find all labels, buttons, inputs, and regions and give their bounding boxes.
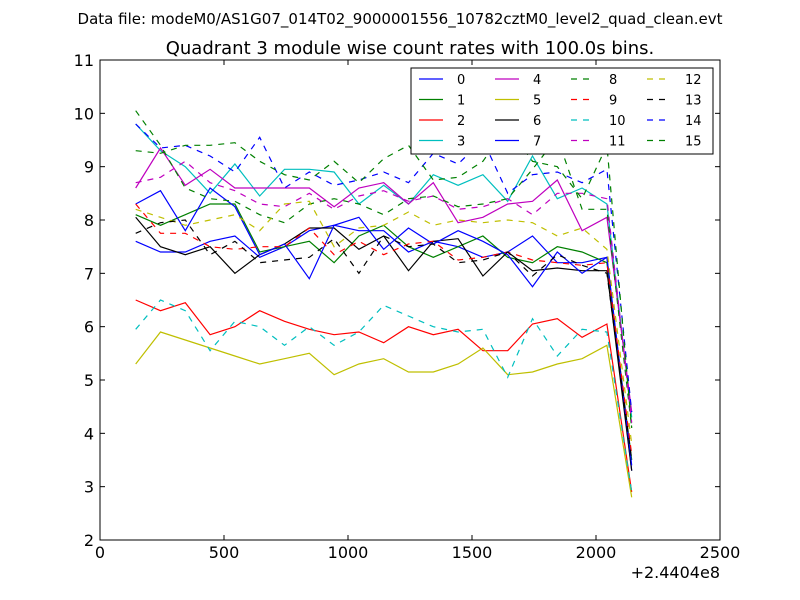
chart-title: Quadrant 3 module wise count rates with …	[166, 38, 655, 59]
legend-label-6: 6	[533, 114, 541, 129]
plot-lines	[135, 110, 633, 498]
series-line-4	[135, 146, 633, 413]
series-line-6	[135, 216, 633, 471]
x-offset-label: +2.4404e8	[631, 563, 720, 582]
y-tick-label: 2	[84, 531, 94, 550]
legend-label-12: 12	[685, 73, 702, 88]
series-line-15	[135, 125, 633, 429]
y-tick-label: 11	[74, 51, 94, 70]
y-tick-label: 5	[84, 371, 94, 390]
series-line-11	[135, 160, 633, 423]
series-line-2	[135, 299, 633, 493]
x-tick-label: 500	[209, 543, 240, 562]
chart-suptitle: Data file: modeM0/AS1G07_014T02_90000015…	[78, 10, 723, 29]
series-line-14	[135, 123, 633, 413]
legend-label-0: 0	[457, 73, 465, 88]
y-tick-label: 9	[84, 158, 94, 177]
legend-label-1: 1	[457, 94, 465, 109]
y-tick-label: 6	[84, 318, 94, 337]
series-line-12	[135, 200, 633, 445]
y-tick-label: 10	[74, 104, 94, 123]
y-tick-label: 7	[84, 264, 94, 283]
legend-label-5: 5	[533, 94, 541, 109]
series-line-0	[135, 224, 633, 471]
legend-label-11: 11	[609, 135, 626, 150]
x-tick-label: 2500	[700, 543, 741, 562]
series-line-8	[135, 110, 633, 429]
y-tick-label: 8	[84, 211, 94, 230]
legend-label-13: 13	[685, 94, 702, 109]
legend-box	[410, 67, 714, 155]
legend-label-9: 9	[609, 94, 617, 109]
series-line-10	[135, 299, 633, 493]
series-line-1	[135, 203, 633, 461]
x-tick-label: 1000	[328, 543, 369, 562]
legend-label-7: 7	[533, 135, 541, 150]
plot-frame	[99, 59, 721, 541]
legend-label-14: 14	[685, 114, 702, 129]
legend-label-3: 3	[457, 135, 465, 150]
legend-label-15: 15	[685, 135, 702, 150]
series-line-5	[135, 331, 633, 498]
x-tick-label: 1500	[452, 543, 493, 562]
legend-label-4: 4	[533, 73, 541, 88]
x-tick-label: 2000	[576, 543, 617, 562]
y-tick-label: 4	[84, 424, 94, 443]
y-tick-label: 3	[84, 478, 94, 497]
series-line-13	[135, 219, 633, 461]
series-line-3	[135, 123, 633, 418]
series-line-7	[135, 187, 633, 466]
legend-label-2: 2	[457, 114, 465, 129]
legend-label-10: 10	[609, 114, 626, 129]
legend-label-8: 8	[609, 73, 617, 88]
x-tick-label: 0	[95, 543, 105, 562]
series-line-9	[135, 203, 633, 455]
